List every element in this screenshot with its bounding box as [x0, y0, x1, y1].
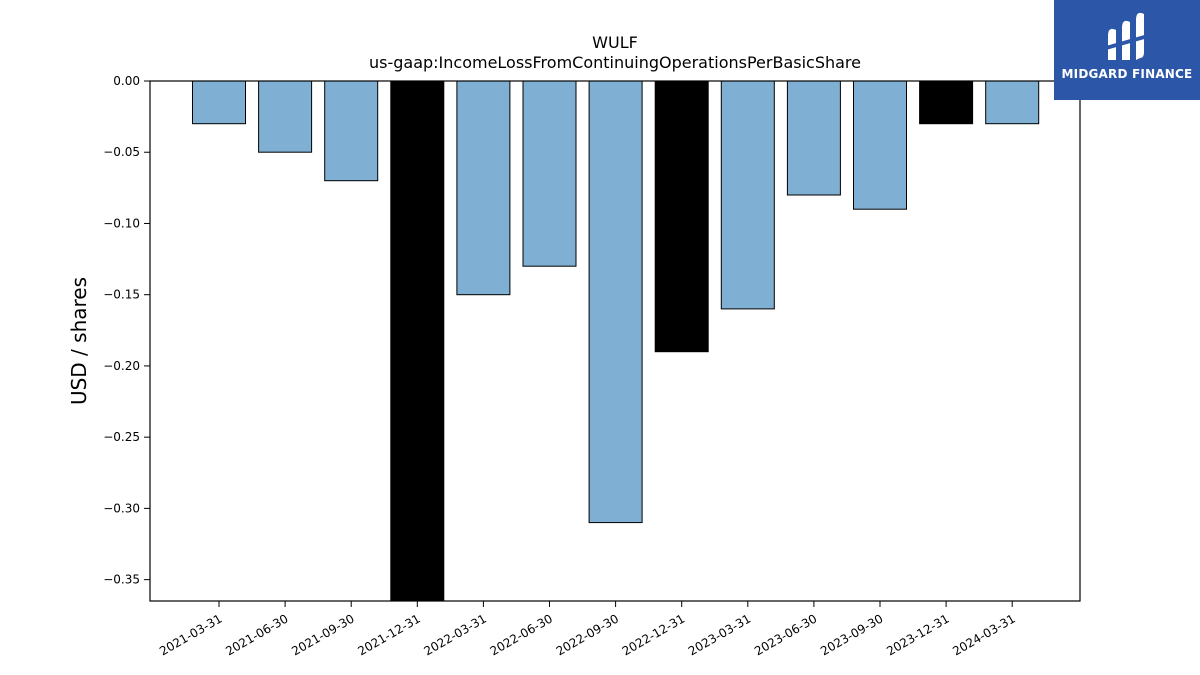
- x-tick-label: 2022-12-31: [620, 611, 687, 658]
- y-tick-label: 0.00: [113, 74, 140, 88]
- y-tick-label: −0.20: [103, 359, 140, 373]
- bar-2022-12-31: [654, 80, 709, 353]
- y-tick-label: −0.25: [103, 430, 140, 444]
- bar-2022-03-31: [456, 80, 511, 296]
- y-tick-label: −0.10: [103, 216, 140, 230]
- x-axis: 2021-03-312021-06-302021-09-302021-12-31…: [157, 601, 1018, 658]
- x-tick-label: 2021-12-31: [355, 611, 422, 658]
- x-tick-label: 2023-03-31: [686, 611, 753, 658]
- logo-mark-icon: [1106, 12, 1148, 60]
- plot-frame: [149, 80, 1081, 602]
- bars-group: [192, 80, 1040, 602]
- bar-2023-09-30: [853, 80, 907, 210]
- bar-2021-06-30: [258, 80, 313, 153]
- bar-2021-12-31: [390, 80, 445, 602]
- x-tick-label: 2023-06-30: [752, 611, 819, 658]
- bar-2023-03-31: [720, 80, 775, 310]
- bar-2021-03-31: [192, 80, 246, 125]
- y-tick-label: −0.30: [103, 501, 140, 515]
- x-tick-label: 2021-06-30: [223, 611, 290, 658]
- bar-2021-09-30: [324, 80, 379, 182]
- x-tick-label: 2023-09-30: [818, 611, 885, 658]
- chart-subtitle: us-gaap:IncomeLossFromContinuingOperatio…: [369, 53, 861, 72]
- x-tick-label: 2021-09-30: [289, 611, 356, 658]
- brand-name: MIDGARD FINANCE: [1061, 67, 1193, 81]
- x-tick-label: 2024-03-31: [950, 611, 1017, 658]
- y-tick-label: −0.35: [103, 573, 140, 587]
- y-axis-label: USD / shares: [67, 277, 91, 405]
- x-tick-label: 2023-12-31: [884, 611, 951, 658]
- x-tick-label: 2022-06-30: [488, 611, 555, 658]
- y-tick-label: −0.15: [103, 288, 140, 302]
- chart-title: WULF: [592, 33, 638, 52]
- brand-logo: MIDGARD FINANCE: [1054, 0, 1200, 100]
- bar-2023-12-31: [919, 80, 974, 125]
- x-tick-label: 2022-03-31: [421, 611, 488, 658]
- x-tick-label: 2022-09-30: [554, 611, 621, 658]
- y-axis: 0.00 −0.05 −0.10 −0.15 −0.20 −0.25 −0.30 −0.35: [103, 74, 150, 587]
- bar-2023-06-30: [786, 80, 841, 196]
- bar-2024-03-31: [985, 80, 1040, 125]
- bar-2022-09-30: [588, 80, 643, 524]
- bar-2022-06-30: [522, 80, 577, 267]
- y-tick-label: −0.05: [103, 145, 140, 159]
- x-tick-label: 2021-03-31: [157, 611, 224, 658]
